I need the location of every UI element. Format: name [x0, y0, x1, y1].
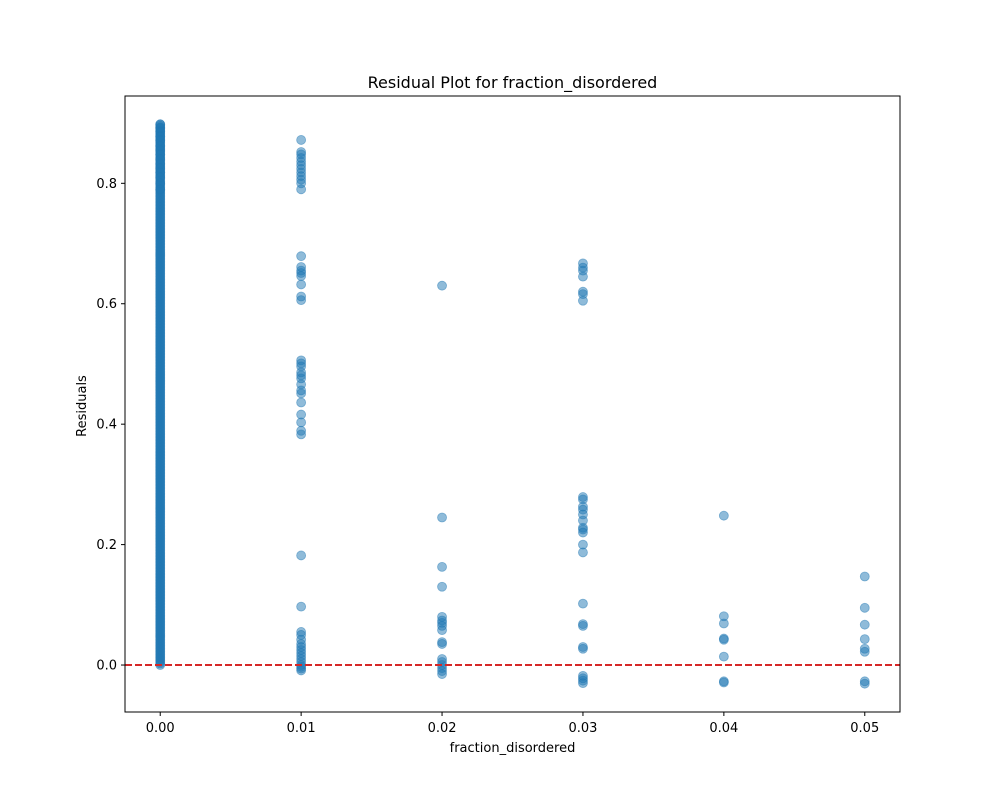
y-tick-label: 0.6 [96, 297, 117, 312]
x-axis-label: fraction_disordered [450, 741, 576, 756]
data-point [296, 251, 307, 262]
data-point [718, 618, 729, 629]
data-point [859, 571, 870, 582]
chart-title: Residual Plot for fraction_disordered [368, 73, 658, 93]
data-point [718, 634, 729, 645]
data-point [296, 279, 307, 290]
data-point [437, 625, 447, 636]
data-point [859, 619, 870, 630]
data-point [578, 271, 588, 282]
data-point [437, 280, 447, 291]
x-tick-label: 0.03 [568, 721, 597, 736]
data-point [578, 547, 588, 558]
data-point [296, 295, 307, 306]
y-tick-label: 0.2 [96, 538, 117, 553]
data-point [296, 397, 307, 408]
data-point [578, 295, 588, 306]
plot-frame [124, 95, 901, 713]
data-point [155, 184, 166, 195]
data-point [296, 388, 307, 399]
data-point [859, 602, 870, 613]
data-point [578, 678, 588, 688]
data-point [859, 646, 870, 657]
y-tick-label: 0.8 [96, 177, 117, 192]
data-point [718, 510, 729, 521]
data-point [296, 417, 307, 428]
data-point [859, 678, 870, 689]
data-point [296, 135, 307, 145]
x-tick-label: 0.01 [287, 721, 316, 736]
data-point [437, 669, 447, 679]
data-point [296, 271, 307, 281]
data-point [718, 677, 729, 688]
data-point [296, 601, 307, 612]
data-point [296, 429, 307, 440]
x-tick-label: 0.05 [850, 721, 879, 736]
data-point [437, 512, 447, 523]
data-point [437, 639, 447, 649]
x-tick-label: 0.00 [146, 721, 175, 736]
data-point [578, 643, 588, 654]
data-point [578, 527, 588, 538]
data-point [437, 581, 447, 592]
data-point [578, 620, 588, 631]
data-point [578, 598, 588, 609]
data-point [718, 651, 729, 662]
y-tick-label: 0.0 [96, 659, 117, 674]
y-axis-label: Residuals [75, 375, 90, 437]
y-tick-label: 0.4 [96, 418, 117, 433]
data-point [859, 634, 870, 645]
data-point [296, 184, 307, 195]
x-tick-label: 0.02 [428, 721, 457, 736]
data-point [296, 550, 307, 561]
data-point [296, 665, 307, 676]
x-tick-label: 0.04 [709, 721, 738, 736]
data-points [155, 119, 870, 689]
data-point [437, 561, 447, 572]
